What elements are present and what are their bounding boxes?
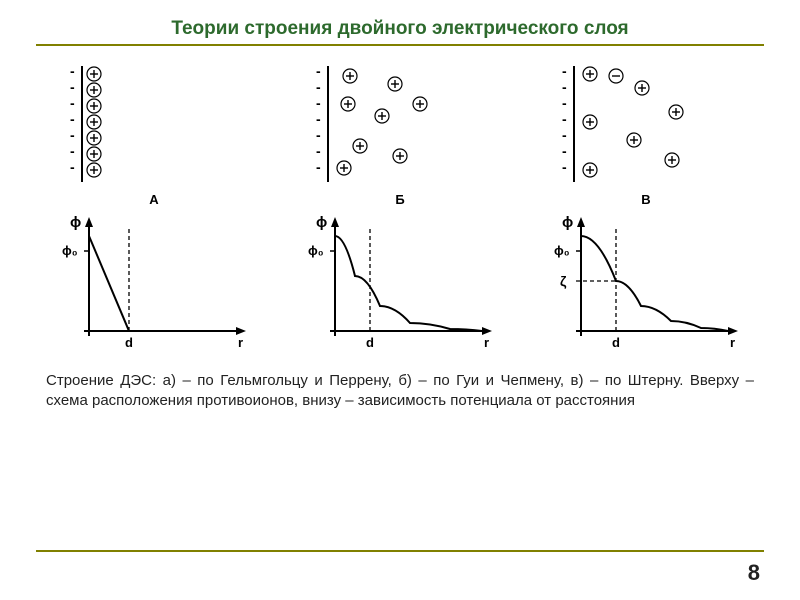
svg-text:d: d [366, 335, 374, 350]
svg-text:-: - [316, 159, 321, 175]
panel-a-label: А [149, 192, 158, 207]
scheme-a: ------- [54, 60, 254, 190]
svg-text:-: - [562, 79, 567, 95]
slide-title: Теории строения двойного электрического … [36, 18, 764, 40]
svg-text:-: - [70, 111, 75, 127]
svg-text:ζ: ζ [560, 273, 567, 289]
svg-text:-: - [70, 63, 75, 79]
svg-text:ϕ: ϕ [562, 214, 573, 231]
svg-text:ϕ₀: ϕ₀ [554, 243, 570, 258]
svg-text:ϕ₀: ϕ₀ [308, 243, 324, 258]
scheme-b: ------- [300, 60, 500, 190]
svg-text:-: - [562, 111, 567, 127]
svg-text:r: r [238, 335, 243, 350]
curve-c: ϕ ϕ₀ r d ζ [546, 211, 746, 361]
title-rule [36, 44, 764, 46]
svg-text:r: r [484, 335, 489, 350]
svg-text:ϕ: ϕ [316, 214, 327, 231]
panel-b: ------- Б ϕϕ₀rd [295, 60, 505, 361]
svg-text:ϕ₀: ϕ₀ [62, 243, 78, 258]
svg-text:ϕ: ϕ [70, 214, 81, 231]
panel-b-label: Б [395, 192, 404, 207]
svg-text:-: - [562, 143, 567, 159]
svg-text:-: - [562, 127, 567, 143]
footer-rule [36, 550, 764, 552]
caption-text: Строение ДЭС: а) – по Гельмгольцу и Перр… [46, 371, 754, 412]
svg-text:-: - [316, 95, 321, 111]
svg-text:-: - [70, 79, 75, 95]
svg-text:-: - [70, 127, 75, 143]
svg-text:d: d [612, 335, 620, 350]
svg-text:-: - [316, 63, 321, 79]
svg-text:-: - [70, 159, 75, 175]
panel-c: ------- В ϕϕ₀rdζ [541, 60, 751, 361]
svg-text:-: - [70, 95, 75, 111]
svg-text:-: - [316, 79, 321, 95]
svg-text:r: r [730, 335, 735, 350]
svg-text:-: - [70, 143, 75, 159]
svg-text:-: - [562, 159, 567, 175]
page-number: 8 [748, 560, 760, 586]
svg-text:-: - [316, 143, 321, 159]
panel-c-label: В [641, 192, 650, 207]
svg-text:-: - [316, 127, 321, 143]
svg-text:d: d [125, 335, 133, 350]
curve-a: ϕ ϕ₀ r d [54, 211, 254, 361]
scheme-c: ------- [546, 60, 746, 190]
svg-text:-: - [316, 111, 321, 127]
curve-b: ϕ ϕ₀ r d [300, 211, 500, 361]
svg-text:-: - [562, 63, 567, 79]
panel-a: ------- А ϕϕ₀rd [49, 60, 259, 361]
svg-text:-: - [562, 95, 567, 111]
panels-row: ------- А ϕϕ₀rd ------- Б ϕϕ₀rd ------- … [36, 60, 764, 361]
